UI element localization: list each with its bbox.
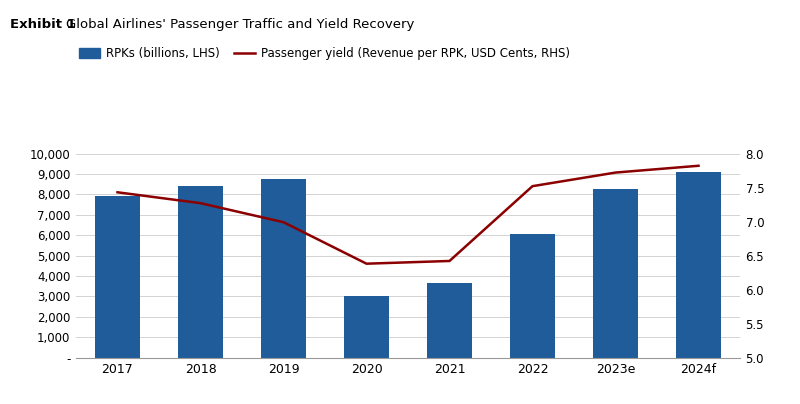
Bar [261, 179, 306, 358]
Bar [426, 283, 472, 358]
Bar [178, 186, 223, 358]
Text: Global Airlines' Passenger Traffic and Yield Recovery: Global Airlines' Passenger Traffic and Y… [66, 18, 414, 31]
Bar [344, 297, 390, 358]
Bar [510, 234, 555, 358]
Bar [94, 196, 140, 358]
Bar [676, 172, 722, 358]
Text: Exhibit 1: Exhibit 1 [10, 18, 75, 31]
Bar [593, 189, 638, 358]
Legend: RPKs (billions, LHS), Passenger yield (Revenue per RPK, USD Cents, RHS): RPKs (billions, LHS), Passenger yield (R… [78, 47, 570, 60]
